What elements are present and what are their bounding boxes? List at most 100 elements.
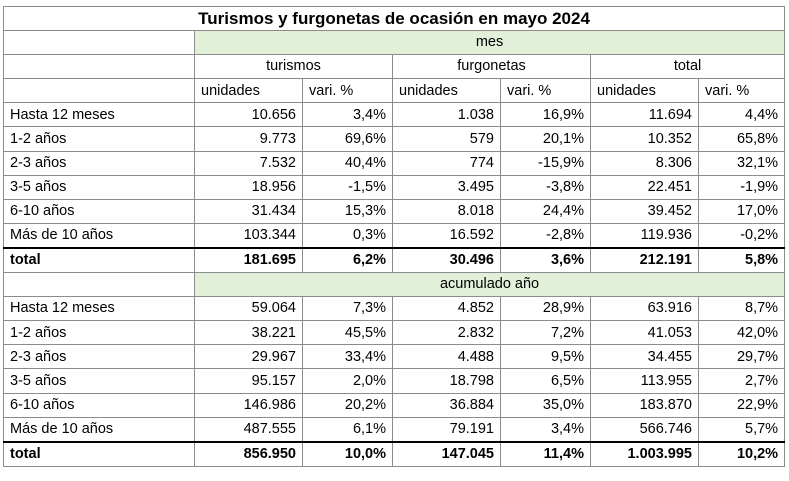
row-label: 6-10 años	[3, 198, 195, 224]
cell-variacion: -1,9%	[697, 174, 786, 200]
cell-variacion: 28,9%	[500, 296, 591, 322]
table-row: 2-3 años 29.967 33,4% 4.488 9,5% 34.455 29,7%	[3, 344, 786, 370]
cell-variacion: 9,5%	[500, 344, 591, 370]
cell-variacion: -3,8%	[500, 174, 591, 200]
row-label: total	[3, 246, 195, 274]
group-furgonetas: furgonetas	[392, 54, 591, 80]
group-header-row: turismos furgonetas total	[3, 54, 786, 80]
empty-cell	[3, 272, 195, 298]
cell-variacion: 3,6%	[500, 246, 591, 274]
table-row: Más de 10 años 487.555 6,1% 79.191 3,4% 566.7…	[3, 416, 786, 443]
row-label: Más de 10 años	[3, 222, 195, 249]
cell-variacion: 33,4%	[302, 344, 393, 370]
cell-variacion: 17,0%	[697, 198, 786, 224]
subheader-row: unidades vari. % unidades vari. % unidad…	[3, 78, 786, 104]
cell-variacion: 7,2%	[500, 320, 591, 346]
cell-unidades: 79.191	[392, 416, 501, 443]
used-vehicles-table: Turismos y furgonetas de ocasión en mayo…	[2, 5, 786, 467]
cell-variacion: -1,5%	[302, 174, 393, 200]
cell-unidades: 11.694	[590, 102, 699, 128]
cell-unidades: 63.916	[590, 296, 699, 322]
cell-variacion: 3,4%	[302, 102, 393, 128]
row-label: 6-10 años	[3, 392, 195, 418]
cell-unidades: 147.045	[392, 440, 501, 467]
cell-unidades: 774	[392, 150, 501, 176]
cell-variacion: 32,1%	[697, 150, 786, 176]
cell-variacion: 0,3%	[302, 222, 393, 249]
cell-variacion: 2,0%	[302, 368, 393, 394]
row-label: 2-3 años	[3, 344, 195, 370]
cell-unidades: 579	[392, 126, 501, 152]
subheader-variacion: vari. %	[697, 78, 786, 104]
row-label: Hasta 12 meses	[3, 102, 195, 128]
cell-unidades: 10.656	[194, 102, 303, 128]
cell-variacion: 2,7%	[697, 368, 786, 394]
table-row: 3-5 años 18.956 -1,5% 3.495 -3,8% 22.451 -1,9%	[3, 174, 786, 200]
section-mes-label: mes	[193, 30, 786, 56]
table-row: Hasta 12 meses 10.656 3,4% 1.038 16,9% 11.694…	[3, 102, 786, 128]
table-row: 1-2 años 9.773 69,6% 579 20,1% 10.352 65,8%	[3, 126, 786, 152]
cell-variacion: 16,9%	[500, 102, 591, 128]
table-row: 2-3 años 7.532 40,4% 774 -15,9% 8.306 32,1%	[3, 150, 786, 176]
cell-unidades: 16.592	[392, 222, 501, 249]
cell-unidades: 18.798	[392, 368, 501, 394]
cell-variacion: 35,0%	[500, 392, 591, 418]
table-row: 3-5 años 95.157 2,0% 18.798 6,5% 113.955 2,7%	[3, 368, 786, 394]
cell-variacion: 3,4%	[500, 416, 591, 443]
table-row: Hasta 12 meses 59.064 7,3% 4.852 28,9% 63.916…	[3, 296, 786, 322]
cell-unidades: 38.221	[194, 320, 303, 346]
cell-variacion: 10,2%	[697, 440, 786, 467]
cell-variacion: 69,6%	[302, 126, 393, 152]
cell-variacion: 24,4%	[500, 198, 591, 224]
cell-unidades: 22.451	[590, 174, 699, 200]
cell-unidades: 183.870	[590, 392, 699, 418]
row-label: total	[3, 440, 195, 467]
cell-variacion: -2,8%	[500, 222, 591, 249]
cell-variacion: 8,7%	[697, 296, 786, 322]
cell-unidades: 566.746	[590, 416, 699, 443]
cell-unidades: 856.950	[194, 440, 303, 467]
cell-unidades: 18.956	[194, 174, 303, 200]
cell-variacion: 7,3%	[302, 296, 393, 322]
cell-unidades: 36.884	[392, 392, 501, 418]
row-label: 1-2 años	[3, 320, 195, 346]
cell-unidades: 10.352	[590, 126, 699, 152]
cell-unidades: 146.986	[194, 392, 303, 418]
cell-variacion: 5,8%	[697, 246, 786, 274]
cell-variacion: 22,9%	[697, 392, 786, 418]
cell-unidades: 103.344	[194, 222, 303, 249]
cell-unidades: 119.936	[590, 222, 699, 249]
cell-unidades: 34.455	[590, 344, 699, 370]
row-label: Hasta 12 meses	[3, 296, 195, 322]
table-row: 6-10 años 31.434 15,3% 8.018 24,4% 39.452 17,0…	[3, 198, 786, 224]
cell-unidades: 181.695	[194, 246, 303, 274]
cell-variacion: 4,4%	[697, 102, 786, 128]
group-turismos: turismos	[194, 54, 393, 80]
cell-variacion: 15,3%	[302, 198, 393, 224]
cell-variacion: 10,0%	[302, 440, 393, 467]
cell-variacion: 40,4%	[302, 150, 393, 176]
cell-unidades: 30.496	[392, 246, 501, 274]
subheader-variacion: vari. %	[302, 78, 393, 104]
table-row: 6-10 años 146.986 20,2% 36.884 35,0% 183.870 2…	[3, 392, 786, 418]
cell-unidades: 212.191	[590, 246, 699, 274]
cell-unidades: 2.832	[392, 320, 501, 346]
cell-unidades: 1.038	[392, 102, 501, 128]
empty-cell	[3, 78, 195, 104]
cell-unidades: 7.532	[194, 150, 303, 176]
empty-cell	[3, 30, 195, 56]
cell-variacion: 29,7%	[697, 344, 786, 370]
row-label: Más de 10 años	[3, 416, 195, 443]
cell-unidades: 487.555	[194, 416, 303, 443]
cell-unidades: 8.306	[590, 150, 699, 176]
cell-unidades: 1.003.995	[590, 440, 699, 467]
section-header-row-mes: mes	[3, 30, 786, 56]
cell-unidades: 59.064	[194, 296, 303, 322]
cell-variacion: 42,0%	[697, 320, 786, 346]
cell-variacion: 5,7%	[697, 416, 786, 443]
cell-unidades: 113.955	[590, 368, 699, 394]
cell-unidades: 3.495	[392, 174, 501, 200]
cell-unidades: 4.488	[392, 344, 501, 370]
cell-unidades: 29.967	[194, 344, 303, 370]
group-total: total	[589, 54, 786, 80]
